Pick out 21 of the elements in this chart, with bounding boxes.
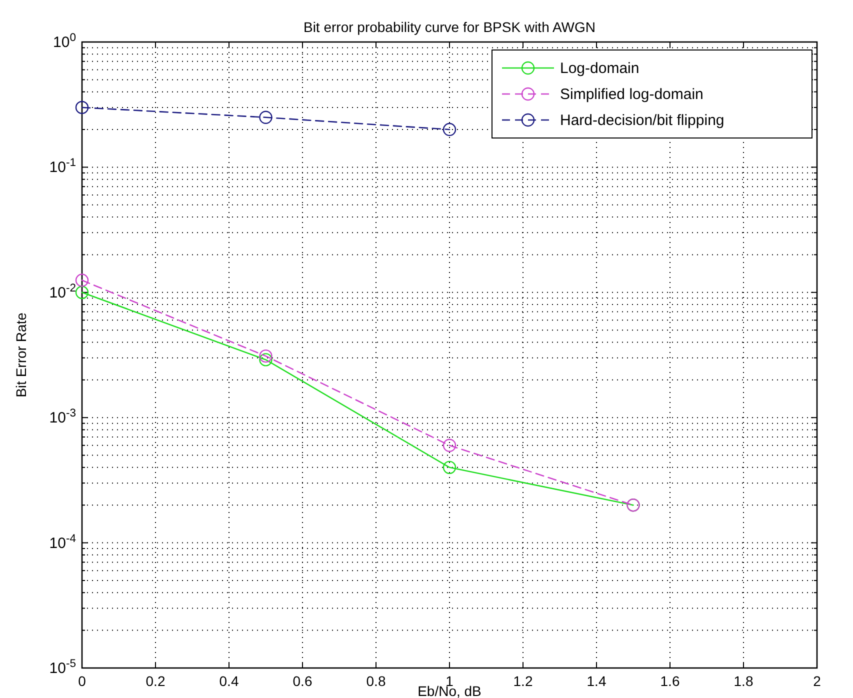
x-tick-label: 0.4 [219, 673, 239, 689]
x-tick-label: 1.2 [513, 673, 533, 689]
y-tick-label: 10$^{-3}$ [49, 408, 76, 427]
x-tick-label: 2 [813, 673, 822, 689]
x-tick-label: 0.6 [292, 673, 312, 689]
legend-label: Log-domain [560, 60, 640, 77]
y-tick-label: 10$^{-2}$ [49, 282, 76, 302]
y-tick-label: 10$^{-4}$ [49, 532, 76, 552]
x-tick-label: 0 [78, 673, 86, 689]
x-tick-label: 1.4 [586, 673, 606, 689]
y-tick-label: 10$^{-1}$ [49, 157, 76, 176]
y-tick-label: 10$^{-5}$ [49, 658, 76, 677]
chart-title: Bit error probability curve for BPSK with AWGN [303, 19, 596, 35]
x-tick-label: 0.8 [366, 673, 386, 689]
legend-label: Hard-decision/bit flipping [560, 112, 724, 129]
y-axis-title: Bit Error Rate [13, 312, 29, 398]
x-tick-label: 0.2 [146, 673, 166, 689]
y-tick-label: 10$^{0}$ [53, 32, 76, 51]
legend-label: Simplified log-domain [560, 86, 704, 103]
x-tick-label: 1.8 [734, 673, 754, 689]
x-tick-label: 1.6 [660, 673, 680, 689]
